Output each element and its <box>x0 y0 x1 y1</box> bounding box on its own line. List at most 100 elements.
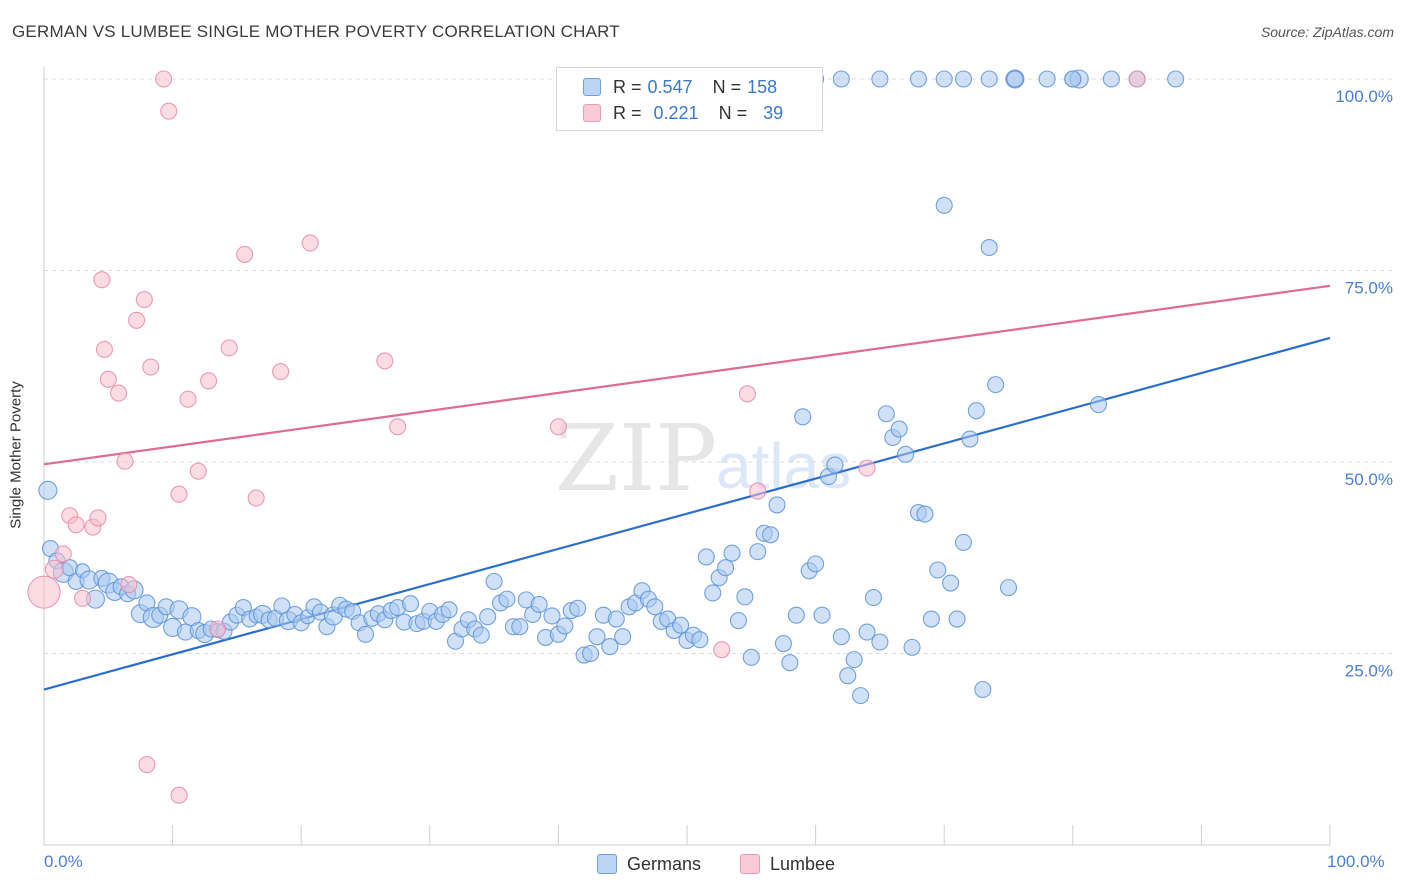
trend-line-germans <box>43 336 1331 691</box>
data-point-germans <box>768 496 786 514</box>
legend-n-value-germans: 158 <box>747 76 778 97</box>
data-point-germans <box>909 70 928 88</box>
data-point-germans <box>601 638 619 656</box>
bottom-legend-label-lumbee: Lumbee <box>770 853 836 874</box>
legend-r-value-lumbee: 0.221 <box>653 102 699 123</box>
data-point-germans <box>858 623 876 641</box>
data-point-germans <box>839 667 857 685</box>
data-point-germans <box>401 595 420 613</box>
data-point-germans <box>697 548 715 566</box>
data-point-germans <box>845 651 863 669</box>
y-tick-labels: 25.0% 50.0% 75.0% 100.0% <box>1335 87 1393 681</box>
data-point-germans <box>774 634 793 653</box>
data-point-germans <box>556 617 574 635</box>
data-point-germans <box>581 644 600 663</box>
legend-r-value-germans: 0.547 <box>647 76 693 97</box>
data-point-lumbee <box>138 756 156 774</box>
data-point-lumbee <box>89 509 107 527</box>
y-tick-label: 100.0% <box>1335 87 1393 106</box>
data-point-lumbee <box>858 459 876 477</box>
data-point-germans <box>871 70 889 88</box>
data-point-germans <box>813 606 831 624</box>
data-point-lumbee <box>116 452 134 470</box>
data-point-lumbee <box>749 482 767 500</box>
data-point-lumbee <box>179 390 197 408</box>
data-point-lumbee <box>93 271 111 289</box>
trend-lines <box>43 284 1331 691</box>
data-point-germans <box>1064 70 1082 88</box>
data-point-lumbee <box>170 485 188 503</box>
data-point-germans <box>736 588 754 606</box>
data-point-germans <box>980 70 998 88</box>
watermark-zip: ZIP <box>555 405 717 512</box>
data-point-lumbee <box>549 418 567 436</box>
legend-row-germans: R = 0.547 N = 158 <box>583 75 777 99</box>
data-point-germans <box>749 543 767 561</box>
data-point-germans <box>794 408 812 426</box>
data-point-germans <box>1006 70 1024 88</box>
data-point-germans <box>781 654 799 672</box>
data-point-lumbee <box>189 462 207 480</box>
legend-r-label: R = <box>613 76 642 97</box>
data-point-germans <box>890 420 908 438</box>
data-point-germans <box>871 633 889 651</box>
data-point-germans <box>704 584 722 602</box>
bottom-legend-label-germans: Germans <box>627 853 702 874</box>
data-point-germans <box>762 526 780 544</box>
data-point-germans <box>440 601 458 619</box>
data-point-germans <box>864 589 883 607</box>
data-point-germans <box>729 612 747 630</box>
data-point-germans <box>588 628 606 646</box>
data-point-germans <box>472 626 490 644</box>
data-point-germans <box>942 574 960 592</box>
series-germans <box>38 69 1185 705</box>
data-point-germans <box>807 555 825 573</box>
data-point-lumbee <box>142 358 160 376</box>
data-point-lumbee <box>200 372 218 390</box>
data-point-germans <box>479 608 497 626</box>
data-point-lumbee <box>120 576 138 594</box>
y-tick-label: 25.0% <box>1345 662 1393 681</box>
data-point-germans <box>511 618 529 636</box>
data-point-germans <box>897 445 915 463</box>
legend-n-label: N = <box>718 102 753 123</box>
data-point-germans <box>954 70 973 88</box>
data-point-lumbee <box>95 340 113 358</box>
data-point-lumbee <box>160 102 178 120</box>
x-tick-label-min: 0.0% <box>44 852 83 871</box>
bottom-legend-swatch-lumbee <box>740 854 760 874</box>
legend-row-lumbee: R = 0.221 N = 39 <box>583 101 783 125</box>
chart-title: GERMAN VS LUMBEE SINGLE MOTHER POVERTY C… <box>12 22 620 41</box>
data-point-lumbee <box>54 545 72 563</box>
data-point-germans <box>974 680 992 699</box>
data-point-germans <box>852 687 870 705</box>
series-lumbee <box>27 70 1146 804</box>
data-point-germans <box>922 610 940 628</box>
data-point-lumbee <box>738 385 756 403</box>
data-point-lumbee <box>128 311 146 329</box>
trend-line-lumbee <box>43 284 1331 466</box>
data-point-germans <box>543 607 561 625</box>
data-point-lumbee <box>170 786 188 804</box>
data-point-germans <box>935 196 953 214</box>
data-point-lumbee <box>209 620 227 638</box>
data-point-lumbee <box>1128 70 1146 88</box>
data-point-germans <box>717 559 735 577</box>
data-point-germans <box>1167 70 1185 88</box>
data-point-germans <box>614 628 632 646</box>
data-point-germans <box>987 376 1005 394</box>
data-point-germans <box>999 579 1018 597</box>
x-tick-label-max: 100.0% <box>1327 852 1385 871</box>
data-point-lumbee <box>27 575 61 609</box>
data-point-germans <box>877 405 895 423</box>
data-point-germans <box>832 628 850 646</box>
correlation-legend: R = 0.547 N = 158 R = 0.221 N = 39 <box>556 67 823 131</box>
data-point-lumbee <box>44 559 64 579</box>
data-point-germans <box>607 610 625 628</box>
bottom-legend-germans: Germans <box>597 852 701 876</box>
data-point-lumbee <box>67 516 85 534</box>
data-point-germans <box>691 631 709 649</box>
data-point-germans <box>38 480 58 500</box>
data-point-germans <box>356 625 375 643</box>
